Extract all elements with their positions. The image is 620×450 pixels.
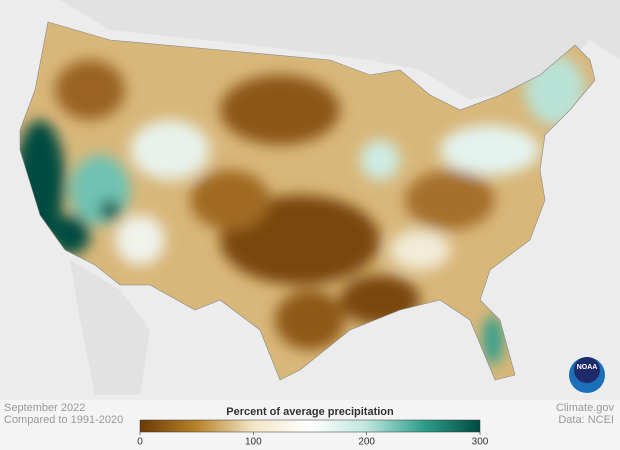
canada [60,0,620,100]
source-credit: Climate.gov [556,402,615,414]
mexico [70,260,150,395]
legend-title: Percent of average precipitation [226,406,394,418]
legend-tick-label: 0 [137,437,143,448]
date-label: September 2022 [4,402,85,414]
legend-tick-label: 200 [358,437,375,448]
legend-tick-label: 300 [472,437,489,448]
colorbar [139,419,481,433]
noaa-logo: NOAA [569,357,605,393]
logo-text: NOAA [577,364,598,371]
baseline-label: Compared to 1991-2020 [4,414,123,426]
legend-tick-label: 100 [245,437,262,448]
us-outline [19,21,596,381]
data-credit: Data: NCEI [558,414,614,426]
